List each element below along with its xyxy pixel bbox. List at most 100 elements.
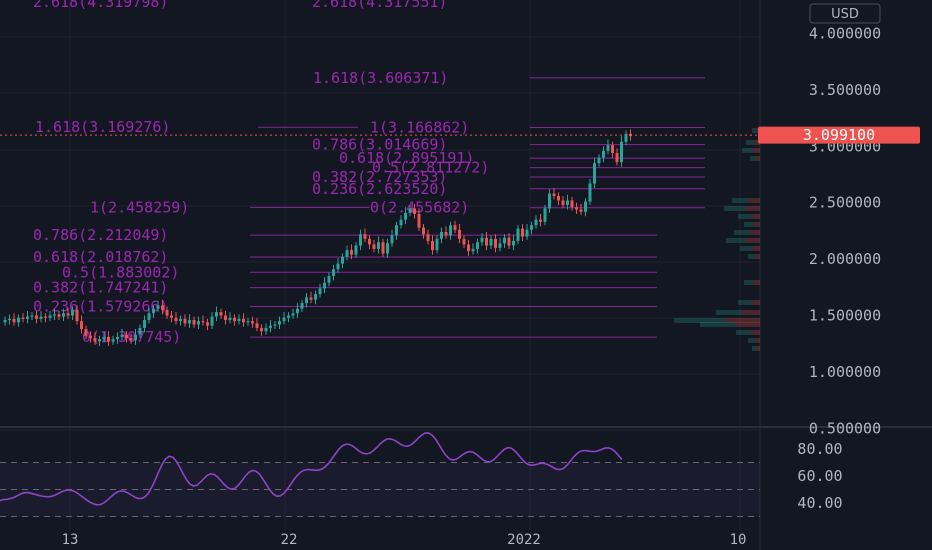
volume-bar-down xyxy=(751,300,760,305)
candle-body xyxy=(165,309,169,316)
fib-level-label: 1.618(3.169276) xyxy=(35,118,170,136)
candle-body xyxy=(233,317,236,322)
candle-body xyxy=(224,315,227,321)
candle-body xyxy=(368,238,371,245)
date-tick-label[interactable]: 22 xyxy=(281,532,298,548)
fib-level-label: 0.618(2.018762) xyxy=(33,248,168,266)
candle-body xyxy=(21,317,25,319)
price-tick-label[interactable]: 3.500000 xyxy=(809,81,881,99)
rsi-tick-label[interactable]: 80.00 xyxy=(797,440,842,458)
candle-body xyxy=(458,229,461,239)
volume-bar-down xyxy=(750,330,760,335)
rsi-line[interactable] xyxy=(0,432,623,506)
fib-level-label: 0(2.455682) xyxy=(370,199,469,217)
candle-body xyxy=(363,234,367,239)
candle-body xyxy=(449,225,452,236)
date-tick-label[interactable]: 2022 xyxy=(507,532,541,548)
volume-bar-down xyxy=(745,206,760,211)
price-tick-label[interactable]: 2.000000 xyxy=(809,250,881,268)
price-tick-label[interactable]: 0.500000 xyxy=(809,419,881,437)
candle-body xyxy=(557,195,560,201)
candle-body xyxy=(579,209,583,212)
candle-body xyxy=(552,193,556,196)
candle-body xyxy=(345,250,349,257)
date-axis[interactable]: 13 22 2022 10 xyxy=(62,532,747,548)
price-tick-label[interactable]: 1.500000 xyxy=(809,307,881,325)
candle-body xyxy=(111,339,115,342)
volume-bar-down xyxy=(749,230,760,235)
volume-bar-down xyxy=(742,310,760,315)
candle-body xyxy=(116,336,119,340)
candle-body xyxy=(471,248,475,252)
candle-body xyxy=(390,235,394,244)
price-tick-label[interactable]: 2.500000 xyxy=(809,194,881,212)
candle-body xyxy=(318,288,322,295)
candle-body xyxy=(179,318,182,322)
volume-bar-down xyxy=(752,246,760,251)
candle-body xyxy=(386,243,389,254)
candle-body xyxy=(395,225,398,236)
price-tick-label[interactable]: 4.000000 xyxy=(809,25,881,43)
candle-body xyxy=(174,317,178,322)
price-axis[interactable]: 4.0000003.5000003.0000002.5000002.000000… xyxy=(809,25,881,438)
date-tick-label[interactable]: 10 xyxy=(730,532,747,548)
currency-button[interactable]: USD xyxy=(809,3,881,24)
candle-body xyxy=(426,234,430,242)
volume-bar-down xyxy=(752,148,760,153)
candle-body xyxy=(152,308,155,314)
date-tick-label[interactable]: 13 xyxy=(62,532,79,548)
candle-body xyxy=(134,334,137,341)
candle-body xyxy=(75,309,79,322)
candle-body xyxy=(516,228,520,242)
candle-body xyxy=(332,269,335,277)
candle-body xyxy=(408,208,412,213)
fibonacci-levels: 1.618(3.606371) 1.618(3.169276) 1(3.166862… xyxy=(33,0,705,346)
fib-level-label: 0.382(1.747241) xyxy=(33,279,168,297)
volume-bar-up xyxy=(744,222,754,227)
candle-body xyxy=(53,314,56,316)
candle-body xyxy=(66,313,70,316)
volume-bar-up xyxy=(744,280,754,285)
candle-body xyxy=(192,320,196,325)
volume-bar-up xyxy=(752,128,757,133)
candle-body xyxy=(566,200,569,205)
fib-level-label: 1(3.166862) xyxy=(370,118,469,136)
candle-body xyxy=(507,237,511,246)
volume-bar-down xyxy=(756,346,760,351)
candle-body xyxy=(327,276,331,283)
candle-body xyxy=(597,157,601,164)
volume-bar-down xyxy=(753,222,760,227)
candle-body xyxy=(102,336,106,340)
candle-body xyxy=(8,318,11,321)
volume-bar-down xyxy=(755,338,760,343)
rsi-tick-label[interactable]: 60.00 xyxy=(797,467,842,485)
candle-body xyxy=(71,309,74,316)
current-price-label: 3.099100 xyxy=(803,126,875,144)
candlestick-series[interactable] xyxy=(3,129,633,346)
fib-level-label: 0.786(2.212049) xyxy=(33,226,168,244)
candle-body xyxy=(237,318,241,322)
volume-bar-down xyxy=(755,254,760,259)
candle-body xyxy=(17,317,20,323)
candle-body xyxy=(467,244,470,252)
candle-body xyxy=(341,256,344,264)
volume-bar-up xyxy=(732,198,749,203)
candle-body xyxy=(440,232,443,239)
candle-body xyxy=(215,312,218,317)
volume-bar-up xyxy=(734,230,750,235)
price-tick-label[interactable]: 1.000000 xyxy=(809,363,881,381)
volume-bar-up xyxy=(700,322,736,327)
volume-bar-up xyxy=(750,156,756,161)
rsi-tick-label[interactable]: 40.00 xyxy=(797,494,842,512)
candle-body xyxy=(89,335,92,339)
fib-level-label: 0.382(2.727353) xyxy=(312,168,447,186)
candle-body xyxy=(435,238,439,251)
candle-body xyxy=(525,229,529,237)
candle-body xyxy=(30,315,34,317)
candle-body xyxy=(584,201,587,212)
volume-bar-up xyxy=(674,318,726,323)
rsi-panel[interactable]: 80.00 60.00 40.00 xyxy=(0,432,843,517)
candle-body xyxy=(39,316,43,319)
